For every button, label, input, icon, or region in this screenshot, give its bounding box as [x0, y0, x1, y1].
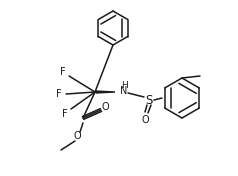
Text: O: O [73, 131, 81, 141]
Text: F: F [62, 109, 68, 119]
Text: N: N [120, 86, 127, 96]
Text: O: O [101, 102, 109, 112]
Text: S: S [145, 93, 153, 106]
Text: O: O [141, 115, 149, 125]
Polygon shape [96, 91, 115, 93]
Text: F: F [56, 89, 62, 99]
Text: H: H [122, 80, 128, 90]
Text: F: F [60, 67, 66, 77]
